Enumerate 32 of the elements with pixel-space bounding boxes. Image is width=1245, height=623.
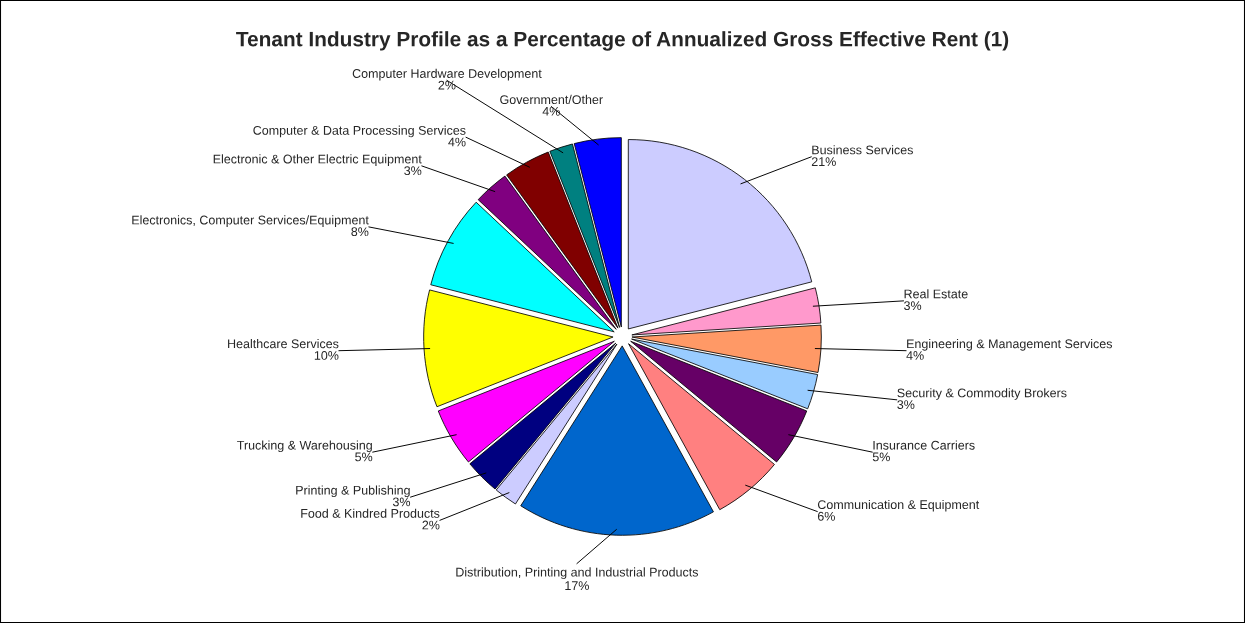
data-label: 2% [438,80,456,90]
slice-label: Business Services [812,145,913,155]
data-label: 8% [351,227,369,237]
slice-label: Insurance Carriers [873,440,975,450]
data-label: 2% [422,520,440,530]
slice-label: Government/Other [500,94,603,105]
data-label: 3% [392,497,411,507]
slice-label: Security & Commodity Brokers [897,388,1067,400]
slice-label: Electronic & Other Electric Equipment [213,154,422,166]
data-label: 5% [872,452,890,462]
data-label: 17% [565,581,589,590]
slice-label: Computer Hardware Development [352,68,542,81]
slice-label: Computer & Data Processing Services [253,125,466,138]
slice-label: Printing & Publishing [296,485,410,498]
slice-label: Trucking & Warehousing [237,440,372,453]
slice-label: Real Estate [904,289,968,299]
data-label: 6% [817,511,835,521]
slice-label: Distribution, Printing and Industrial Products [456,567,699,580]
slice-label: Communication & Equipment [817,499,980,512]
data-label: 21% [811,157,836,166]
data-label: 3% [904,301,922,311]
chart-title: Tenant Industry Profile as a Percentage of Annualized Gross Effective Rent (1) [236,31,1009,51]
data-label: 3% [404,166,422,176]
slice-label: Engineering & Management Services [907,339,1113,351]
data-label: 4% [906,351,924,360]
data-label: 4% [448,137,466,147]
data-label: 3% [897,400,915,410]
slice-label: Electronics, Computer Services/Equipment [132,215,369,227]
slice-label: Food & Kindred Products [301,508,440,518]
slice-label: Healthcare Services [228,339,339,349]
data-label: 10% [314,351,339,360]
data-label: 5% [355,452,373,462]
